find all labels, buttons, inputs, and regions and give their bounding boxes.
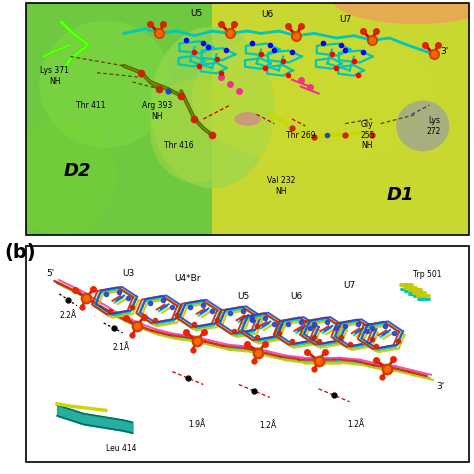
Text: Val 232
NH: Val 232 NH xyxy=(267,176,295,196)
Text: U5: U5 xyxy=(191,9,203,18)
Text: U7: U7 xyxy=(344,281,356,290)
Text: U6: U6 xyxy=(290,292,302,301)
Text: Thr 269: Thr 269 xyxy=(286,131,316,140)
Text: U3: U3 xyxy=(122,269,134,278)
Text: U7: U7 xyxy=(339,15,351,24)
Text: U6: U6 xyxy=(262,10,273,19)
Text: U4*Br: U4*Br xyxy=(174,274,201,283)
Text: Arg 393
NH: Arg 393 NH xyxy=(142,101,172,120)
Ellipse shape xyxy=(6,119,117,235)
Text: D2: D2 xyxy=(64,162,91,180)
Text: U5: U5 xyxy=(237,292,249,301)
FancyBboxPatch shape xyxy=(212,3,469,235)
Text: Lys
272: Lys 272 xyxy=(427,116,441,136)
Ellipse shape xyxy=(192,27,436,165)
FancyBboxPatch shape xyxy=(26,3,212,235)
Ellipse shape xyxy=(396,100,449,151)
Text: (b): (b) xyxy=(5,243,36,262)
Text: Thr 416: Thr 416 xyxy=(164,141,194,150)
Text: 5': 5' xyxy=(46,269,55,278)
Ellipse shape xyxy=(332,0,474,24)
Text: 2.2Å: 2.2Å xyxy=(59,311,76,320)
Text: 2.1Å: 2.1Å xyxy=(112,343,129,352)
Ellipse shape xyxy=(234,112,261,126)
Text: 1.9Å: 1.9Å xyxy=(188,420,205,429)
Text: 1.2Å: 1.2Å xyxy=(348,420,365,429)
Text: 3': 3' xyxy=(437,382,445,391)
Text: Trp 501: Trp 501 xyxy=(413,270,441,279)
Text: D1: D1 xyxy=(387,186,414,204)
Ellipse shape xyxy=(150,27,274,188)
Text: 3': 3' xyxy=(441,47,449,56)
Text: Leu 414: Leu 414 xyxy=(106,444,137,453)
Ellipse shape xyxy=(39,21,173,148)
Text: Thr 411: Thr 411 xyxy=(75,100,105,109)
Text: 1.2Å: 1.2Å xyxy=(259,421,276,430)
Text: Gly
255
NH: Gly 255 NH xyxy=(360,120,374,150)
Text: Lys 371
NH: Lys 371 NH xyxy=(40,66,69,86)
Ellipse shape xyxy=(150,79,239,182)
